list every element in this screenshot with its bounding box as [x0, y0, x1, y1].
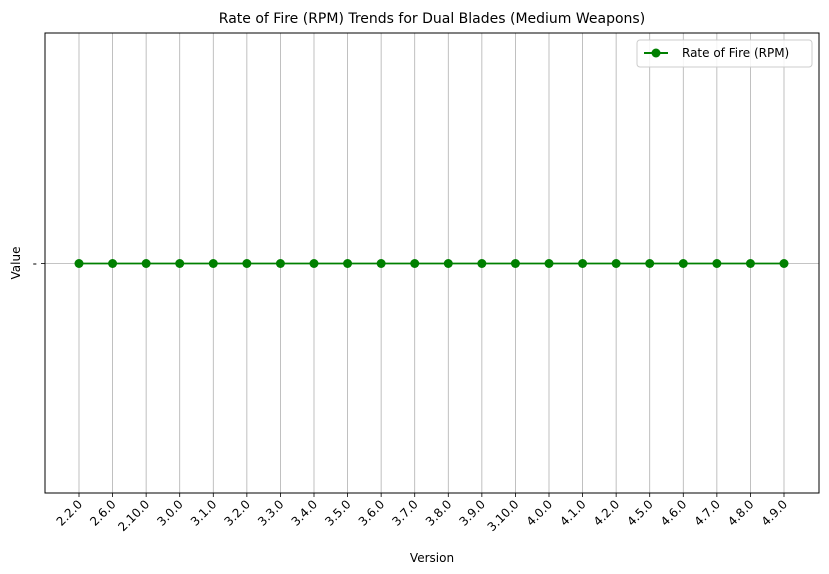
data-point: [74, 259, 84, 268]
data-point: [376, 259, 386, 268]
x-tick-label: 2.6.0: [87, 497, 118, 528]
y-axis-label: Value: [9, 247, 23, 280]
x-tick-label: 4.7.0: [691, 497, 722, 528]
chart-title: Rate of Fire (RPM) Trends for Dual Blade…: [219, 11, 645, 27]
data-point: [611, 259, 621, 268]
data-point: [645, 259, 655, 268]
data-point: [343, 259, 353, 268]
x-tick-label: 3.5.0: [322, 497, 353, 528]
legend-box: [636, 39, 813, 68]
x-tick-label: 3.7.0: [389, 497, 420, 528]
data-point: [108, 259, 118, 268]
data-point: [242, 259, 252, 268]
legend-marker-swatch: [651, 48, 661, 58]
x-tick-label: 3.3.0: [255, 497, 286, 528]
data-point: [779, 259, 789, 268]
data-point: [443, 259, 453, 268]
data-point: [309, 259, 319, 268]
x-tick-label: 4.5.0: [624, 497, 655, 528]
series-layer: [74, 259, 789, 268]
x-tick-label: 3.4.0: [289, 497, 320, 528]
x-tick-label: 2.10.0: [115, 497, 152, 534]
data-point: [410, 259, 420, 268]
data-point: [275, 259, 285, 268]
x-tick-label: 3.0.0: [154, 497, 185, 528]
x-tick-label: 3.8.0: [423, 497, 454, 528]
x-axis-ticks: 2.2.0 2.6.02.10.0 3.0.0 3.1.0 3.2.0 3.3.0 3.4.…: [54, 493, 790, 534]
data-point: [208, 259, 218, 268]
y-axis-ticks: -: [33, 257, 45, 271]
data-point: [510, 259, 520, 268]
data-point: [678, 259, 688, 268]
x-tick-label: 4.6.0: [658, 497, 689, 528]
x-tick-label: 3.6.0: [356, 497, 387, 528]
x-axis-label: Version: [410, 551, 454, 565]
x-tick-label: 4.8.0: [725, 497, 756, 528]
x-tick-label: 4.9.0: [759, 497, 790, 528]
x-tick-label: 4.0.0: [524, 497, 555, 528]
x-tick-label: 3.1.0: [188, 497, 219, 528]
x-tick-label: 3.2.0: [221, 497, 252, 528]
data-point: [544, 259, 554, 268]
x-tick-label: 3.9.0: [456, 497, 487, 528]
data-point: [141, 259, 151, 268]
y-tick-label: -: [33, 257, 37, 271]
data-point: [578, 259, 588, 268]
x-tick-label: 4.2.0: [591, 497, 622, 528]
data-point: [712, 259, 722, 268]
legend: Rate of Fire (RPM): [636, 39, 813, 68]
data-point: [175, 259, 185, 268]
x-tick-label: 3.10.0: [485, 497, 522, 534]
x-tick-label: 2.2.0: [54, 497, 85, 528]
x-tick-label: 4.1.0: [557, 497, 588, 528]
plot-frame: [44, 32, 820, 494]
legend-label: Rate of Fire (RPM): [682, 46, 789, 60]
data-point: [477, 259, 487, 268]
data-point: [745, 259, 755, 268]
